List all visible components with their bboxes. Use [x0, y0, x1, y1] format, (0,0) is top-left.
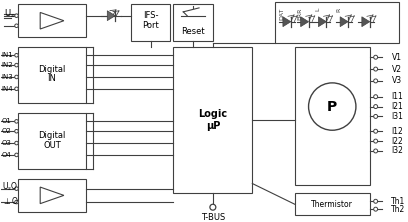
Text: Logic: Logic	[198, 109, 227, 119]
Text: U$_s$: U$_s$	[4, 8, 15, 20]
Text: µP: µP	[206, 121, 220, 131]
Text: U$_s$O: U$_s$O	[2, 180, 18, 193]
Text: IN: IN	[48, 74, 56, 83]
Text: O3: O3	[2, 140, 11, 146]
Text: I31: I31	[391, 112, 404, 121]
Circle shape	[15, 75, 18, 79]
Circle shape	[15, 153, 18, 157]
Circle shape	[15, 63, 18, 67]
Text: I32: I32	[391, 147, 404, 155]
Text: Th2: Th2	[391, 205, 406, 214]
Text: O1: O1	[2, 118, 11, 124]
Circle shape	[15, 54, 18, 57]
Polygon shape	[362, 17, 370, 27]
Text: O2: O2	[2, 128, 11, 134]
Circle shape	[374, 129, 378, 133]
Circle shape	[374, 207, 378, 211]
Circle shape	[374, 67, 378, 71]
Text: Thermistor: Thermistor	[311, 200, 353, 209]
Text: Reset: Reset	[181, 27, 205, 36]
Circle shape	[374, 55, 378, 59]
Circle shape	[374, 115, 378, 118]
Text: V2: V2	[391, 65, 401, 73]
Polygon shape	[318, 17, 326, 27]
Text: I22: I22	[391, 137, 403, 146]
Text: T-BUS: T-BUS	[201, 213, 225, 222]
Circle shape	[374, 199, 378, 203]
Polygon shape	[107, 11, 115, 21]
Text: OUT: OUT	[43, 141, 61, 150]
Text: IN1: IN1	[2, 52, 13, 58]
Bar	[295, 193, 370, 215]
Text: Digital: Digital	[38, 65, 66, 73]
Text: I12: I12	[391, 127, 403, 136]
Circle shape	[15, 120, 18, 123]
Text: V3: V3	[391, 76, 401, 85]
Bar	[173, 47, 252, 193]
Circle shape	[210, 204, 216, 210]
Bar	[18, 47, 86, 103]
Text: L: L	[315, 8, 320, 11]
Circle shape	[15, 200, 18, 204]
Circle shape	[374, 105, 378, 109]
Circle shape	[15, 87, 18, 91]
Text: ERR: ERR	[297, 8, 302, 20]
Bar	[173, 4, 213, 42]
Text: O4: O4	[2, 152, 11, 158]
Circle shape	[374, 139, 378, 143]
Text: Port: Port	[142, 21, 159, 30]
Polygon shape	[283, 17, 291, 27]
Text: $\bot$O: $\bot$O	[2, 195, 19, 206]
Circle shape	[15, 187, 18, 190]
Circle shape	[374, 149, 378, 153]
Polygon shape	[340, 17, 348, 27]
Text: IN2: IN2	[2, 62, 13, 68]
Circle shape	[374, 79, 378, 83]
Text: IFS-: IFS-	[143, 11, 158, 20]
Bar	[295, 47, 370, 186]
Text: IN3: IN3	[2, 74, 13, 80]
Text: V1: V1	[391, 53, 401, 62]
Text: P: P	[327, 99, 337, 114]
Text: I21: I21	[391, 102, 403, 111]
Text: IN4: IN4	[2, 86, 13, 92]
Circle shape	[15, 14, 18, 18]
Polygon shape	[301, 17, 308, 27]
Circle shape	[308, 83, 356, 130]
Circle shape	[15, 129, 18, 133]
Circle shape	[15, 24, 18, 28]
Circle shape	[15, 141, 18, 145]
Text: Th1: Th1	[391, 197, 406, 206]
Text: I11: I11	[391, 92, 403, 101]
Circle shape	[374, 95, 378, 99]
Bar	[18, 178, 86, 212]
Bar	[131, 4, 171, 42]
Bar	[18, 113, 86, 169]
Bar	[18, 4, 86, 38]
Text: Digital: Digital	[38, 131, 66, 140]
Bar	[275, 2, 399, 44]
Text: R: R	[337, 8, 341, 12]
Text: DAT: DAT	[279, 8, 284, 20]
